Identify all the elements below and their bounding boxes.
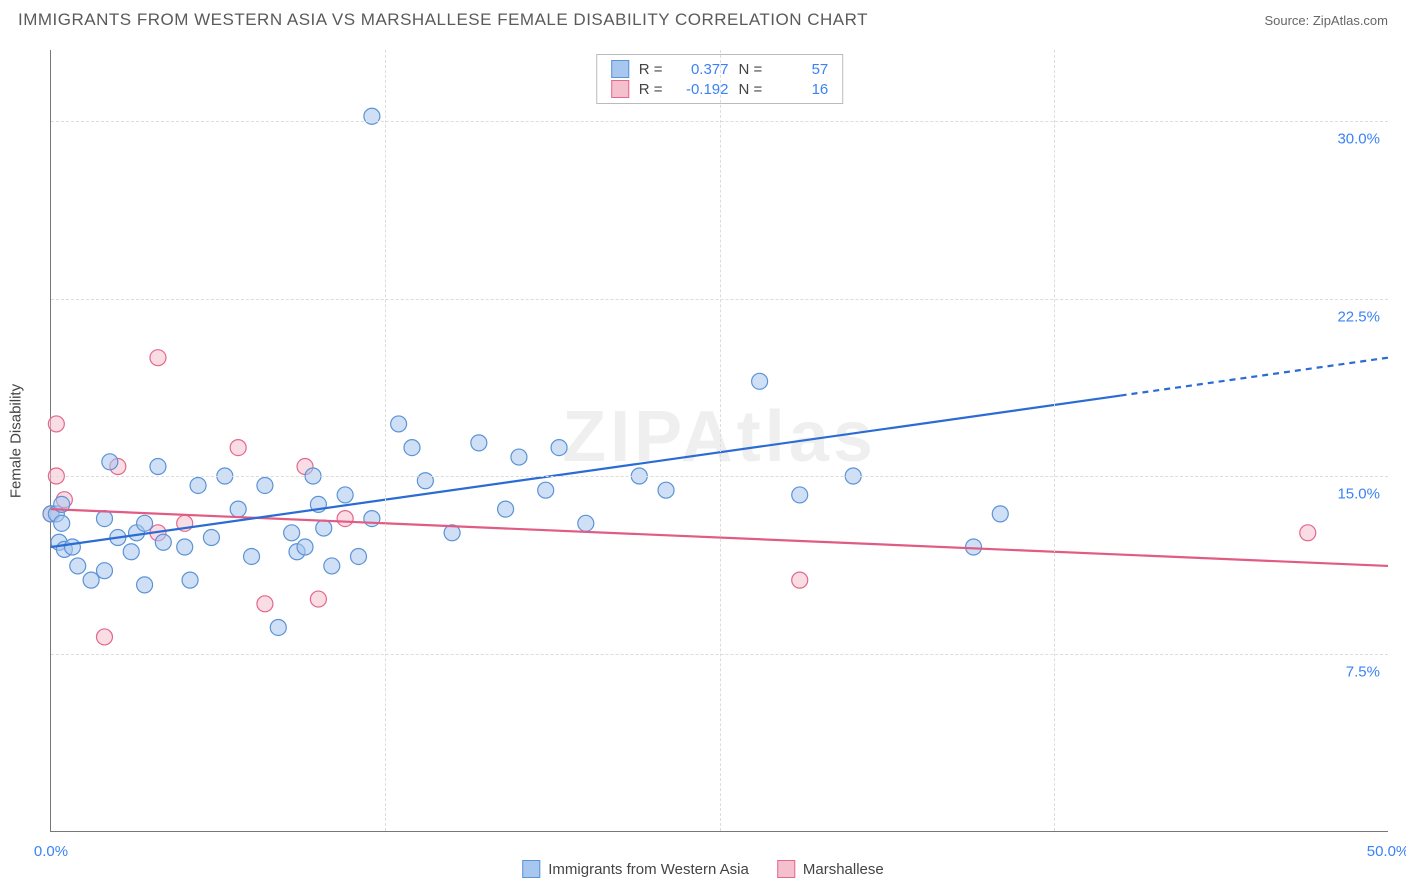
scatter-point-blue xyxy=(137,515,153,531)
legend-swatch-blue xyxy=(611,60,629,78)
source-attribution: Source: ZipAtlas.com xyxy=(1264,13,1388,28)
trend-line-blue-dashed xyxy=(1121,358,1388,396)
scatter-point-blue xyxy=(297,539,313,555)
y-tick-label: 15.0% xyxy=(1337,486,1380,503)
scatter-point-blue xyxy=(83,572,99,588)
scatter-point-blue xyxy=(538,482,554,498)
legend-swatch-pink xyxy=(611,80,629,98)
x-tick-label: 50.0% xyxy=(1367,843,1406,860)
scatter-point-pink xyxy=(230,440,246,456)
scatter-point-blue xyxy=(992,506,1008,522)
x-tick-label: 0.0% xyxy=(34,843,68,860)
scatter-point-blue xyxy=(404,440,420,456)
scatter-point-blue xyxy=(511,449,527,465)
scatter-point-pink xyxy=(310,591,326,607)
scatter-point-blue xyxy=(337,487,353,503)
scatter-point-blue xyxy=(578,515,594,531)
scatter-point-blue xyxy=(391,416,407,432)
scatter-point-blue xyxy=(658,482,674,498)
n-label: N = xyxy=(739,61,763,78)
scatter-point-blue xyxy=(155,534,171,550)
scatter-point-blue xyxy=(190,477,206,493)
scatter-point-blue xyxy=(150,459,166,475)
chart-title: IMMIGRANTS FROM WESTERN ASIA VS MARSHALL… xyxy=(18,10,868,30)
scatter-point-blue xyxy=(471,435,487,451)
scatter-point-blue xyxy=(551,440,567,456)
n-label: N = xyxy=(739,81,763,98)
source-prefix: Source: xyxy=(1264,13,1312,28)
scatter-point-blue xyxy=(64,539,80,555)
scatter-point-blue xyxy=(137,577,153,593)
series-legend-item-blue: Immigrants from Western Asia xyxy=(522,860,749,878)
scatter-point-blue xyxy=(96,563,112,579)
series-legend: Immigrants from Western Asia Marshallese xyxy=(522,860,884,878)
scatter-point-pink xyxy=(1300,525,1316,541)
scatter-point-blue xyxy=(324,558,340,574)
scatter-point-blue xyxy=(752,373,768,389)
scatter-point-blue xyxy=(54,515,70,531)
scatter-point-blue xyxy=(182,572,198,588)
chart-plot-area: Female Disability ZIPAtlas R = 0.377 N =… xyxy=(50,50,1388,832)
gridline-vertical xyxy=(720,50,721,831)
n-value-pink: 16 xyxy=(772,81,828,98)
scatter-point-blue xyxy=(364,511,380,527)
scatter-point-pink xyxy=(337,511,353,527)
scatter-point-blue xyxy=(498,501,514,517)
scatter-point-blue xyxy=(351,548,367,564)
y-tick-label: 22.5% xyxy=(1337,308,1380,325)
scatter-point-blue xyxy=(284,525,300,541)
scatter-point-blue xyxy=(792,487,808,503)
scatter-point-pink xyxy=(150,350,166,366)
legend-swatch-blue xyxy=(522,860,540,878)
gridline-vertical xyxy=(385,50,386,831)
y-axis-title: Female Disability xyxy=(8,383,25,497)
scatter-point-blue xyxy=(177,539,193,555)
scatter-point-blue xyxy=(96,511,112,527)
scatter-point-blue xyxy=(244,548,260,564)
scatter-point-blue xyxy=(123,544,139,560)
scatter-point-blue xyxy=(316,520,332,536)
series-label-pink: Marshallese xyxy=(803,861,884,878)
scatter-point-pink xyxy=(48,416,64,432)
scatter-point-pink xyxy=(257,596,273,612)
chart-header: IMMIGRANTS FROM WESTERN ASIA VS MARSHALL… xyxy=(0,0,1406,36)
y-tick-label: 7.5% xyxy=(1346,663,1380,680)
y-tick-label: 30.0% xyxy=(1337,131,1380,148)
scatter-point-blue xyxy=(102,454,118,470)
scatter-point-blue xyxy=(257,477,273,493)
r-label: R = xyxy=(639,81,663,98)
scatter-point-blue xyxy=(270,619,286,635)
scatter-point-blue xyxy=(70,558,86,574)
series-legend-item-pink: Marshallese xyxy=(777,860,884,878)
gridline-vertical xyxy=(1054,50,1055,831)
scatter-point-blue xyxy=(230,501,246,517)
scatter-point-pink xyxy=(96,629,112,645)
legend-swatch-pink xyxy=(777,860,795,878)
r-label: R = xyxy=(639,61,663,78)
scatter-point-pink xyxy=(792,572,808,588)
scatter-point-blue xyxy=(203,530,219,546)
series-label-blue: Immigrants from Western Asia xyxy=(548,861,749,878)
source-link[interactable]: ZipAtlas.com xyxy=(1313,13,1388,28)
n-value-blue: 57 xyxy=(772,61,828,78)
